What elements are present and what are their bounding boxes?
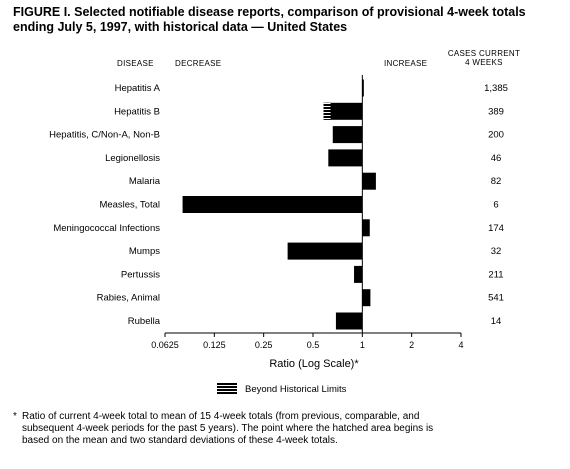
category-label: Mumps xyxy=(129,246,160,257)
bar xyxy=(362,219,370,237)
bar xyxy=(182,196,363,213)
cases-value: 211 xyxy=(488,269,503,280)
category-label: Rabies, Animal xyxy=(97,293,160,304)
cases-value: 1,385 xyxy=(484,83,508,94)
x-tick-label: 2 xyxy=(409,340,414,350)
bar xyxy=(354,265,363,283)
cases-value: 200 xyxy=(488,130,504,141)
legend-label: Beyond Historical Limits xyxy=(245,384,347,395)
bar xyxy=(362,172,376,190)
category-label: Malaria xyxy=(129,176,161,187)
footnote-text-1: Ratio of current 4-week total to mean of… xyxy=(22,411,420,422)
x-tick-label: 0.0625 xyxy=(151,340,179,350)
x-tick-label: 4 xyxy=(458,340,463,350)
category-label: Measles, Total xyxy=(99,200,160,211)
cases-value: 82 xyxy=(491,176,502,187)
bar xyxy=(362,79,364,97)
bar xyxy=(287,242,363,260)
cases-value: 46 xyxy=(491,153,502,164)
footnote: * Ratio of current 4-week total to mean o… xyxy=(13,411,561,447)
cases-value: 6 xyxy=(493,200,498,211)
x-tick-label: 0.125 xyxy=(203,340,226,350)
bar xyxy=(323,102,363,120)
category-label: Legionellosis xyxy=(105,153,160,164)
category-label: Hepatitis B xyxy=(114,106,160,117)
x-axis-title: Ratio (Log Scale)* xyxy=(269,358,359,370)
figure-title: FIGURE I. Selected notifiable disease re… xyxy=(13,5,526,34)
cases-value: 389 xyxy=(488,106,504,117)
category-label: Rubella xyxy=(128,316,161,327)
cases-value: 32 xyxy=(491,246,502,257)
category-label: Hepatitis, C/Non-A, Non-B xyxy=(49,130,160,141)
cases-column-header: CASES CURRENT 4 WEEKS xyxy=(440,49,528,67)
footnote-symbol: * xyxy=(13,411,17,422)
x-tick-label: 0.5 xyxy=(307,340,320,350)
footnote-line-3: based on the mean and two standard devia… xyxy=(22,435,338,446)
x-axis: 0.0625 0.125 0.25 0.5 1 2 4 Ratio (Log Scale)* xyxy=(151,75,464,370)
disease-column-header: DISEASE xyxy=(117,59,154,68)
legend-swatch-hatched xyxy=(217,383,237,394)
x-tick-label: 1 xyxy=(360,340,365,350)
legend: Beyond Historical Limits xyxy=(217,383,347,395)
cases-header-line-1: CASES CURRENT xyxy=(447,49,521,58)
cases-value: 541 xyxy=(488,293,504,304)
x-tick-label: 0.25 xyxy=(255,340,273,350)
cases-header-line-2: 4 WEEKS xyxy=(465,58,503,67)
decrease-header: DECREASE xyxy=(175,59,222,68)
bar xyxy=(362,289,371,307)
increase-header: INCREASE xyxy=(384,59,428,68)
category-label: Hepatitis A xyxy=(115,83,161,94)
footnote-line-1: * Ratio of current 4-week total to mean o… xyxy=(13,411,561,423)
bar xyxy=(332,126,363,144)
category-label: Pertussis xyxy=(121,269,160,280)
bar xyxy=(328,149,363,167)
category-label: Meningococcal Infections xyxy=(53,223,160,234)
chart-rows: Hepatitis A 1,385 Hepatitis B 389 Hepatitis,… xyxy=(49,79,508,330)
bar xyxy=(335,312,363,330)
cases-value: 14 xyxy=(491,316,502,327)
hatched-segment xyxy=(323,102,331,120)
cases-value: 174 xyxy=(488,223,504,234)
footnote-line-2: subsequent 4-week periods for the past 5… xyxy=(22,423,434,434)
